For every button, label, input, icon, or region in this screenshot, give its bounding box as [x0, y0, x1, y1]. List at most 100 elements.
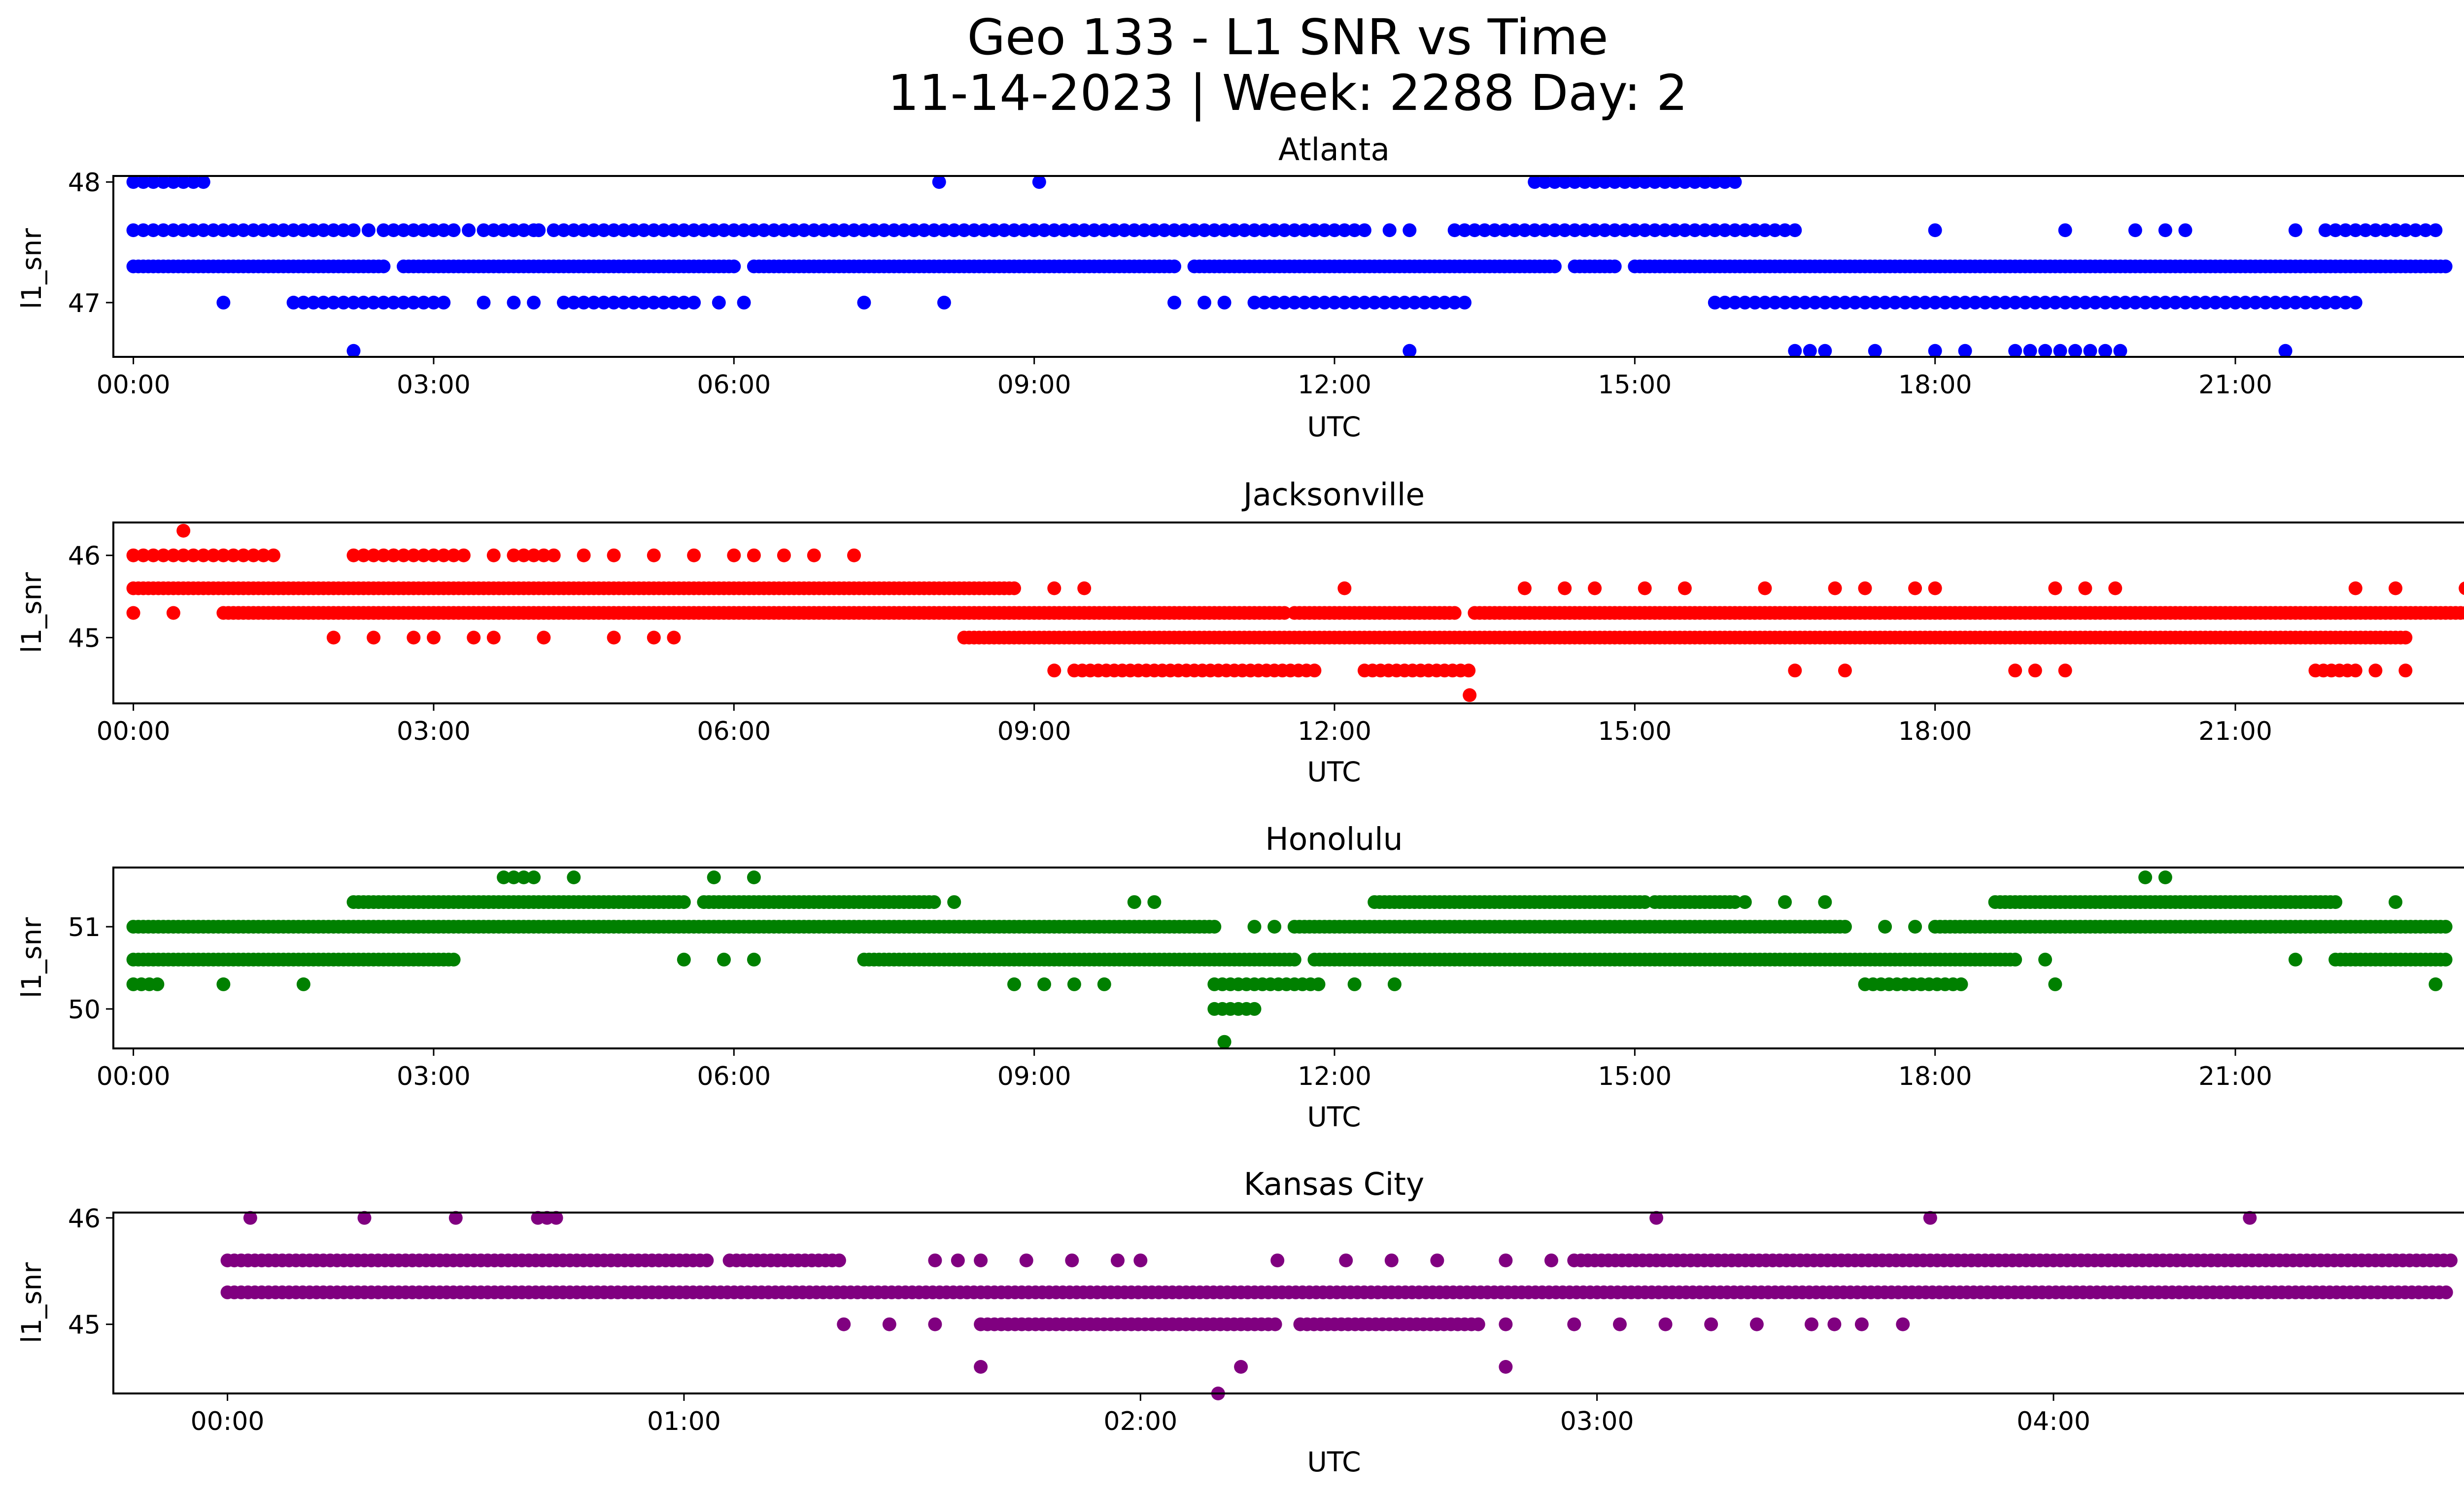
- data-point: [361, 223, 376, 238]
- data-point: [1187, 223, 1201, 238]
- data-point: [1928, 295, 1942, 310]
- data-point: [407, 548, 421, 562]
- plot-frame: [112, 867, 2464, 1049]
- data-point: [126, 606, 140, 620]
- subplot-title: Atlanta: [1278, 132, 1390, 168]
- data-point: [1738, 895, 1752, 909]
- data-point: [1588, 175, 1602, 189]
- data-point: [2148, 295, 2162, 310]
- data-point: [467, 630, 481, 645]
- data-point: [1738, 223, 1752, 238]
- x-tick-label: 12:00: [1298, 1062, 1371, 1091]
- data-point: [974, 1360, 988, 1374]
- data-point: [1868, 344, 1882, 358]
- data-point: [1618, 175, 1632, 189]
- data-point: [1430, 1253, 1444, 1268]
- data-point: [997, 223, 1011, 238]
- data-point: [1067, 977, 1081, 991]
- data-point: [346, 223, 361, 238]
- data-point: [1387, 977, 1402, 991]
- data-point: [507, 223, 521, 238]
- data-point: [857, 223, 871, 238]
- data-point: [967, 223, 981, 238]
- data-point: [700, 1253, 714, 1268]
- data-point: [1403, 344, 1417, 358]
- data-point: [448, 1211, 463, 1225]
- data-point: [727, 259, 741, 274]
- data-point: [1403, 223, 1417, 238]
- data-point: [1958, 295, 1972, 310]
- x-tick-label: 06:00: [697, 717, 771, 746]
- data-point: [777, 223, 791, 238]
- data-points: [126, 870, 2453, 1049]
- data-point: [1788, 663, 1802, 678]
- data-point: [1287, 952, 1301, 967]
- data-point: [486, 223, 501, 238]
- data-point: [2048, 581, 2062, 595]
- data-point: [2389, 581, 2402, 595]
- data-point: [637, 295, 651, 310]
- plot-frame: [112, 522, 2464, 704]
- data-point: [2098, 344, 2112, 358]
- data-point: [256, 223, 271, 238]
- data-point: [1808, 295, 1822, 310]
- data-point: [1998, 295, 2012, 310]
- y-ticks: 47 48: [68, 168, 113, 318]
- data-point: [527, 870, 541, 884]
- data-point: [1499, 1253, 1513, 1268]
- data-point: [376, 295, 391, 310]
- data-point: [166, 175, 180, 189]
- data-point: [2439, 1285, 2453, 1299]
- data-point: [647, 223, 661, 238]
- data-point: [1217, 1035, 1232, 1049]
- data-point: [667, 223, 681, 238]
- data-point: [437, 223, 451, 238]
- data-point: [1918, 295, 1932, 310]
- data-point: [2018, 295, 2032, 310]
- data-point: [1818, 895, 1832, 909]
- data-point: [1217, 223, 1232, 238]
- data-point: [1471, 1317, 1485, 1331]
- data-point: [927, 223, 941, 238]
- data-point: [2429, 977, 2443, 991]
- data-point: [357, 1211, 372, 1225]
- data-point: [937, 295, 951, 310]
- data-point: [1598, 175, 1612, 189]
- data-point: [1382, 223, 1397, 238]
- data-point: [2158, 295, 2172, 310]
- data-point: [977, 223, 992, 238]
- x-tick-label: 03:00: [1560, 1407, 1634, 1436]
- x-ticks: 00:00 03:00 06:00 09:00 12:00 15:00 18:00 21:00…: [97, 703, 2272, 746]
- data-point: [737, 223, 751, 238]
- data-point: [2398, 663, 2413, 678]
- data-point: [2238, 295, 2253, 310]
- data-point: [1708, 295, 1722, 310]
- x-tick-label: 02:00: [1103, 1407, 1177, 1436]
- data-point: [1728, 895, 1742, 909]
- data-point: [267, 548, 280, 562]
- data-point: [1923, 1211, 1937, 1225]
- data-point: [1307, 663, 1322, 678]
- data-points: [220, 1211, 2458, 1400]
- data-point: [857, 295, 871, 310]
- data-point: [196, 548, 210, 562]
- data-point: [1728, 223, 1742, 238]
- data-point: [437, 295, 451, 310]
- data-point: [326, 295, 341, 310]
- data-point: [607, 548, 621, 562]
- x-axis-label: UTC: [1307, 1446, 1361, 1478]
- data-point: [1167, 223, 1181, 238]
- data-point: [2359, 223, 2373, 238]
- data-point: [1547, 223, 1562, 238]
- data-point: [486, 548, 501, 562]
- data-point: [1577, 175, 1592, 189]
- data-point: [937, 223, 951, 238]
- data-point: [687, 223, 701, 238]
- data-point: [1437, 295, 1452, 310]
- data-point: [2158, 223, 2172, 238]
- data-point: [2058, 223, 2072, 238]
- y-axis-label: l1_snr: [16, 1262, 47, 1343]
- data-point: [1528, 175, 1542, 189]
- data-point: [1658, 1317, 1673, 1331]
